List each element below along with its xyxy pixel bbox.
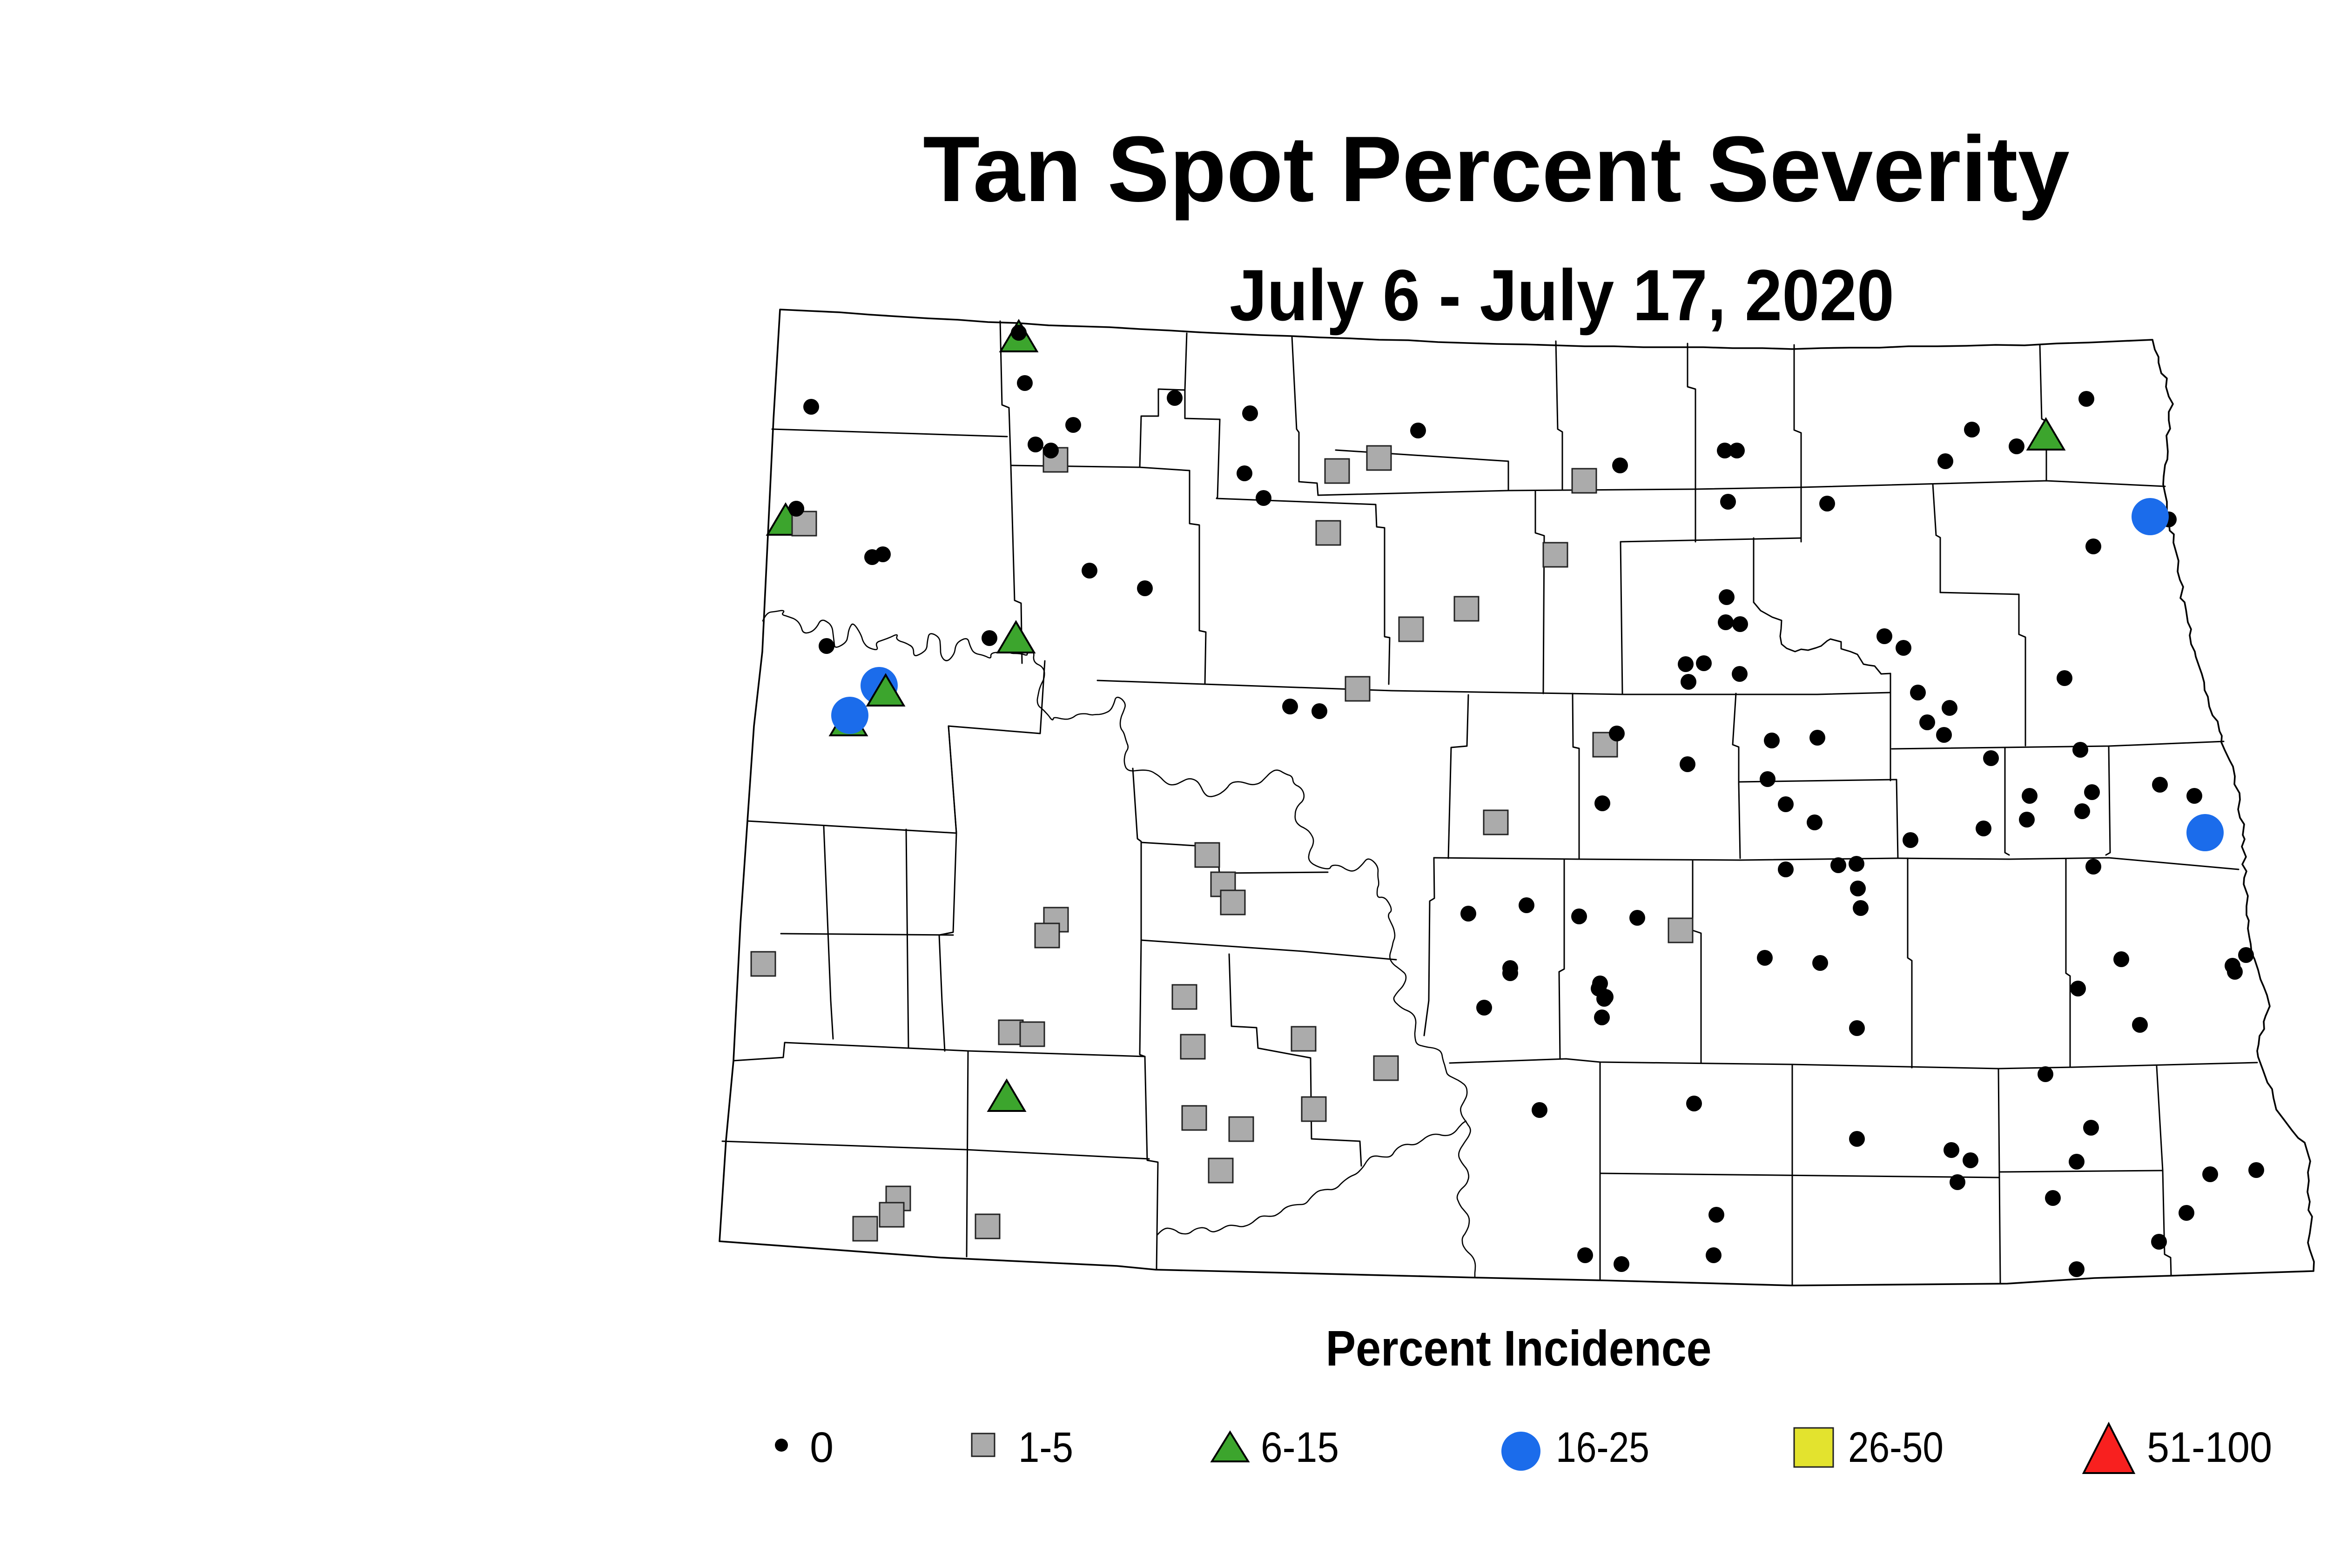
svg-text:1-5: 1-5 — [1018, 1424, 1073, 1471]
svg-text:July 6 - July 17, 2020: July 6 - July 17, 2020 — [1230, 255, 1894, 336]
svg-text:16-25: 16-25 — [1556, 1424, 1649, 1471]
svg-text:26-50: 26-50 — [1848, 1424, 1944, 1471]
svg-text:6-15: 6-15 — [1261, 1424, 1339, 1471]
svg-text:Percent Incidence: Percent Incidence — [1326, 1320, 1712, 1376]
svg-text:0: 0 — [810, 1424, 834, 1471]
svg-text:51-100: 51-100 — [2147, 1424, 2272, 1471]
svg-text:Tan Spot Percent Severity: Tan Spot Percent Severity — [923, 117, 2070, 221]
